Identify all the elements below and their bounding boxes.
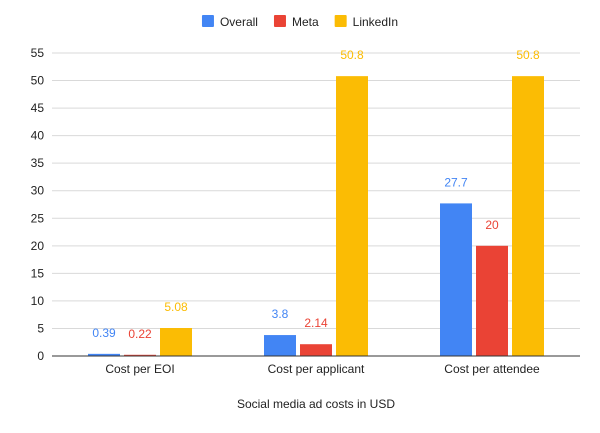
gridlines <box>52 52 580 329</box>
category-label: Cost per applicant <box>268 362 365 376</box>
data-label-meta-0: 0.22 <box>128 327 152 341</box>
data-label-overall-2: 27.7 <box>444 175 468 189</box>
y-tick-label: 50 <box>31 74 45 88</box>
x-axis-title: Social media ad costs in USD <box>237 397 395 411</box>
data-label-linkedin-1: 50.8 <box>340 48 364 62</box>
y-tick-label: 15 <box>31 266 45 280</box>
category-label: Cost per attendee <box>444 362 540 376</box>
bar-overall-2 <box>440 203 472 356</box>
y-tick-label: 20 <box>31 239 45 253</box>
y-tick-label: 10 <box>31 294 45 308</box>
legend-swatch <box>201 15 214 27</box>
bar-meta-2 <box>476 245 508 356</box>
bar-meta-0 <box>124 354 156 356</box>
data-label-meta-2: 20 <box>485 218 499 232</box>
category-labels: Cost per EOI Cost per applicant Cost per a… <box>105 362 540 376</box>
category-label: Cost per EOI <box>105 362 174 376</box>
bar-linkedin-2 <box>512 76 544 356</box>
bar-linkedin-1 <box>336 76 368 356</box>
y-tick-label: 45 <box>31 101 45 115</box>
y-tick-label: 35 <box>31 156 45 170</box>
bars <box>88 76 544 356</box>
legend-item-linkedin: LinkedIn <box>334 15 398 29</box>
data-label-overall-1: 3.8 <box>272 307 289 321</box>
y-axis-ticks: 0 5 10 15 20 25 30 35 40 45 50 55 <box>31 46 45 363</box>
legend-label: LinkedIn <box>353 15 398 29</box>
data-label-overall-0: 0.39 <box>92 326 116 340</box>
legend-label: Overall <box>220 15 258 29</box>
legend-swatch <box>273 15 286 27</box>
y-tick-label: 55 <box>31 46 45 60</box>
y-tick-label: 5 <box>37 321 44 335</box>
legend-item-overall: Overall <box>201 15 258 29</box>
data-labels: 0.39 0.22 5.08 3.8 2.14 50.8 27.7 20 50.8 <box>92 48 540 341</box>
bar-meta-1 <box>300 344 332 356</box>
data-label-meta-1: 2.14 <box>304 316 328 330</box>
legend-item-meta: Meta <box>273 15 319 29</box>
bar-overall-1 <box>264 335 296 356</box>
legend-swatch <box>334 15 347 27</box>
bar-linkedin-0 <box>160 328 192 356</box>
y-tick-label: 40 <box>31 129 45 143</box>
data-label-linkedin-0: 5.08 <box>164 300 188 314</box>
data-label-linkedin-2: 50.8 <box>516 48 540 62</box>
y-tick-label: 0 <box>37 349 44 363</box>
legend: Overall Meta LinkedIn <box>201 15 398 29</box>
y-tick-label: 25 <box>31 211 45 225</box>
legend-label: Meta <box>292 15 319 29</box>
bar-overall-0 <box>88 353 120 356</box>
y-tick-label: 30 <box>31 184 45 198</box>
